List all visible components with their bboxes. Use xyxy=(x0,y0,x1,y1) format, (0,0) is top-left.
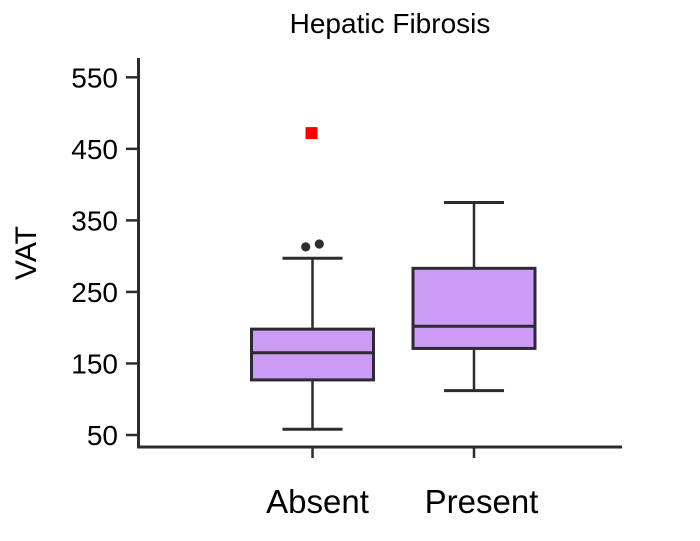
extreme-outlier-marker xyxy=(305,127,318,140)
outlier-dot xyxy=(301,242,311,252)
y-tick-label: 350 xyxy=(71,205,118,236)
y-tick-label: 450 xyxy=(71,134,118,165)
y-tick-label: 150 xyxy=(71,348,118,379)
y-axis-label: VAT xyxy=(10,226,43,280)
y-tick-label: 250 xyxy=(71,277,118,308)
y-tick-label: 550 xyxy=(71,62,118,93)
x-category-label: Absent xyxy=(266,483,369,520)
box-present xyxy=(411,266,537,350)
outlier-dot xyxy=(314,239,324,249)
y-tick-label: 50 xyxy=(87,420,118,451)
x-category-label: Present xyxy=(425,483,539,520)
box-absent xyxy=(250,327,375,382)
chart-title: Hepatic Fibrosis xyxy=(289,8,491,39)
